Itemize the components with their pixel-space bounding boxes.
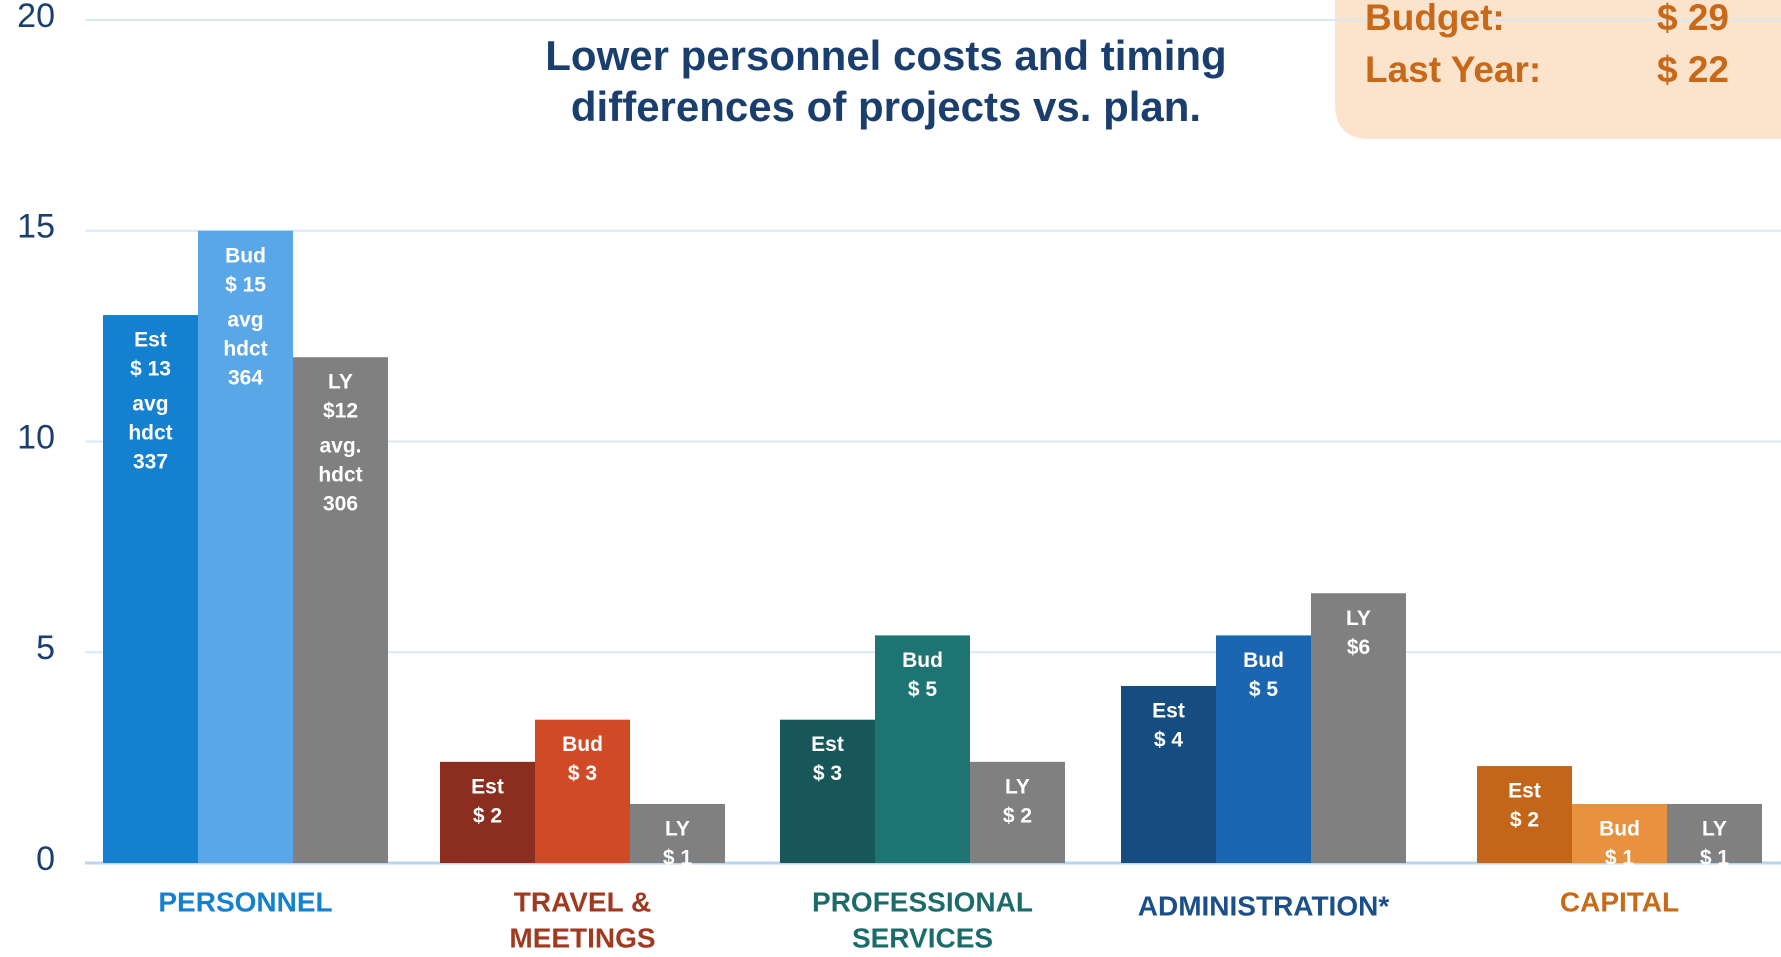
summary-label: Last Year: — [1365, 49, 1541, 90]
chart-title: Lower personnel costs and timing — [545, 32, 1226, 79]
bar-value-label: $ 2 — [1003, 804, 1032, 827]
bar-value-label: $6 — [1347, 636, 1370, 659]
bar — [1311, 593, 1406, 863]
x-tick-label: CAPITAL — [1560, 886, 1679, 917]
bar-headcount-label: hdct — [128, 422, 172, 445]
bar-headcount-label: hdct — [318, 464, 362, 487]
bar-series-label: Bud — [1599, 818, 1640, 841]
bar — [293, 357, 388, 863]
bar-series-label: Est — [811, 733, 844, 756]
bar-headcount-label: avg — [132, 393, 168, 416]
summary-box — [1335, 0, 1781, 139]
bar — [1477, 766, 1572, 863]
bar — [630, 803, 725, 863]
bar-series-label: Est — [134, 329, 167, 352]
bar — [1667, 803, 1762, 863]
y-tick-label: 10 — [17, 418, 55, 456]
bar-value-label: $ 2 — [473, 804, 502, 827]
bar-value-label: $ 1 — [663, 847, 693, 870]
bar-value-label: $ 15 — [225, 273, 266, 296]
bar-value-label: $ 5 — [1249, 678, 1279, 701]
bar-series-label: LY — [328, 371, 353, 394]
bar-series-label: LY — [1346, 607, 1371, 630]
bar — [440, 761, 535, 863]
bar — [103, 315, 198, 863]
bar-series-label: LY — [665, 818, 690, 841]
bar-series-label: Est — [1508, 780, 1541, 803]
bar-value-label: $ 4 — [1154, 729, 1184, 752]
bar — [1572, 803, 1667, 863]
bar-series-label: Bud — [1243, 649, 1284, 672]
bar — [780, 719, 875, 863]
bar-series-label: Est — [471, 775, 504, 798]
bar — [1216, 635, 1311, 863]
bar-value-label: $ 13 — [130, 358, 171, 381]
y-tick-label: 15 — [17, 208, 55, 246]
x-tick-label: ADMINISTRATION* — [1138, 890, 1390, 921]
summary-label: Budget: — [1365, 0, 1505, 38]
y-tick-label: 20 — [17, 0, 55, 35]
bar-headcount-label: avg — [227, 308, 263, 331]
summary-value: $ 22 — [1657, 49, 1729, 90]
summary-value: $ 29 — [1657, 0, 1729, 38]
bar-value-label: $ 2 — [1510, 809, 1539, 832]
bar-value-label: $ 1 — [1700, 847, 1730, 870]
y-tick-label: 5 — [36, 629, 55, 667]
bar — [198, 230, 293, 863]
x-tick-label: MEETINGS — [509, 922, 655, 953]
bar-series-label: LY — [1005, 775, 1030, 798]
bar-series-label: Est — [1152, 700, 1185, 723]
bar — [535, 719, 630, 863]
bar-headcount-label: 364 — [228, 366, 263, 389]
bar-value-label: $12 — [323, 400, 358, 423]
chart-title: differences of projects vs. plan. — [571, 83, 1201, 130]
x-tick-label: PROFESSIONAL — [812, 886, 1033, 917]
bar — [1121, 685, 1216, 863]
bar — [875, 635, 970, 863]
bar-series-label: Bud — [902, 649, 943, 672]
x-tick-label: PERSONNEL — [158, 886, 332, 917]
bar-value-label: $ 3 — [568, 762, 597, 785]
bar-value-label: $ 3 — [813, 762, 842, 785]
y-tick-label: 0 — [36, 840, 55, 878]
bar-headcount-label: hdct — [223, 337, 267, 360]
bar-value-label: $ 5 — [908, 678, 938, 701]
x-tick-label: SERVICES — [852, 922, 993, 953]
bar-headcount-label: 337 — [133, 451, 168, 474]
bar-value-label: $ 1 — [1605, 847, 1635, 870]
bar-series-label: Bud — [562, 733, 603, 756]
bar-series-label: LY — [1702, 818, 1727, 841]
x-tick-label: TRAVEL & — [514, 886, 651, 917]
bar-headcount-label: avg. — [319, 435, 361, 458]
bar — [970, 761, 1065, 863]
bar-headcount-label: 306 — [323, 493, 358, 516]
bar-series-label: Bud — [225, 244, 266, 267]
